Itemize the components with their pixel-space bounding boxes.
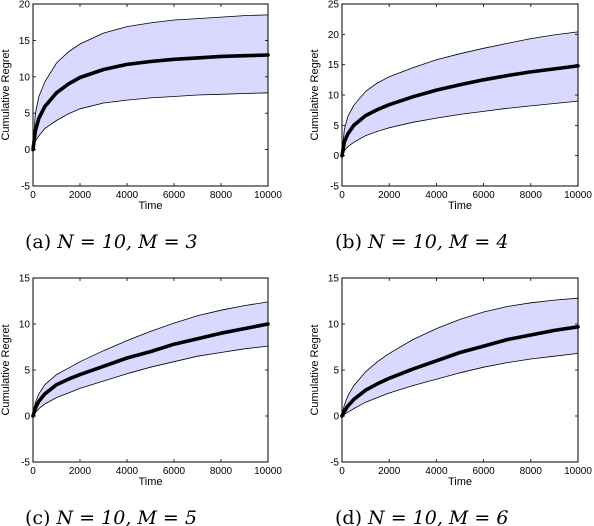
x-tick-label: 10000 xyxy=(254,190,282,201)
y-tick-label: -5 xyxy=(21,458,30,469)
x-tick-label: 0 xyxy=(339,466,345,477)
band-upper-line xyxy=(341,297,579,415)
y-axis-label: Cumulative Regret xyxy=(0,324,12,415)
y-tick-label: 15 xyxy=(328,274,340,285)
x-tick-label: 6000 xyxy=(472,190,495,201)
y-tick-label: 10 xyxy=(328,320,340,331)
x-tick-label: 4000 xyxy=(425,190,448,201)
x-tick-label: 6000 xyxy=(163,466,186,477)
caption-tag: (c) xyxy=(25,507,50,526)
band-lower-line xyxy=(32,92,269,152)
x-axis-label: Time xyxy=(138,476,162,488)
y-tick-label: 20 xyxy=(328,30,340,41)
y-tick-label: 5 xyxy=(24,366,30,377)
mean-regret-line xyxy=(340,324,580,418)
y-tick-label: -5 xyxy=(330,458,339,469)
x-tick-label: 8000 xyxy=(520,190,543,201)
x-tick-label: 0 xyxy=(339,190,345,201)
caption-tag: (b) xyxy=(335,231,362,253)
mean-regret-line xyxy=(31,53,270,152)
x-tick-label: 4000 xyxy=(425,466,448,477)
x-tick-label: 6000 xyxy=(163,190,186,201)
y-tick-label: 10 xyxy=(19,72,31,83)
caption-formula: N = 10, M = 3 xyxy=(56,231,197,253)
y-axis-label: Cumulative Regret xyxy=(309,49,321,140)
band-lower-line xyxy=(341,353,579,419)
y-tick-label: 0 xyxy=(24,145,30,156)
y-tick-label: 10 xyxy=(328,91,340,102)
y-tick-label: 0 xyxy=(24,412,30,423)
panel-caption: (d) N = 10, M = 6 xyxy=(335,507,508,526)
x-tick-label: 10000 xyxy=(254,466,282,477)
y-tick-label: 5 xyxy=(333,121,339,132)
band-lower-line xyxy=(341,100,579,158)
mean-regret-line xyxy=(340,64,580,158)
y-axis-label: Cumulative Regret xyxy=(0,49,12,140)
band-upper-line xyxy=(341,31,579,154)
y-tick-label: 5 xyxy=(333,366,339,377)
panel-caption: (b) N = 10, M = 4 xyxy=(335,231,508,253)
y-tick-label: 15 xyxy=(328,60,340,71)
chart-panel-a: 0 2000 4000 6000 8000 10000-505101520TimeCumu… xyxy=(0,0,282,253)
x-tick-label: 0 xyxy=(30,190,36,201)
y-tick-label: 10 xyxy=(19,320,31,331)
y-tick-label: -5 xyxy=(21,182,30,193)
x-axis-label: Time xyxy=(448,200,472,212)
x-tick-label: 8000 xyxy=(210,190,233,201)
y-tick-label: 20 xyxy=(19,0,31,11)
chart-panel-b: 0 2000 4000 6000 8000 10000-50510152025TimeCu… xyxy=(309,0,592,253)
band-upper-line xyxy=(32,301,269,415)
axes-frame xyxy=(32,3,269,187)
confidence-band xyxy=(33,14,268,152)
band-upper-line xyxy=(32,14,269,148)
x-tick-label: 0 xyxy=(30,466,36,477)
x-tick-label: 2000 xyxy=(69,466,92,477)
confidence-band xyxy=(342,31,578,158)
x-tick-label: 8000 xyxy=(520,466,543,477)
caption-formula: N = 10, M = 4 xyxy=(367,231,508,253)
y-tick-label: 0 xyxy=(333,412,339,423)
y-tick-label: -5 xyxy=(330,182,339,193)
x-tick-label: 2000 xyxy=(378,190,401,201)
chart-panel-d: 0 2000 4000 6000 8000 10000-5051015TimeCumula… xyxy=(309,274,592,526)
panel-caption: (a) N = 10, M = 3 xyxy=(25,231,198,253)
mean-regret-line xyxy=(31,322,270,418)
panel-caption: (c) N = 10, M = 5 xyxy=(25,507,197,526)
y-tick-label: 15 xyxy=(19,36,31,47)
x-axis-label: Time xyxy=(448,476,472,488)
y-tick-label: 25 xyxy=(328,0,340,11)
chart-panel-c: 0 2000 4000 6000 8000 10000-5051015TimeCumula… xyxy=(0,274,282,526)
y-tick-label: 15 xyxy=(19,274,31,285)
x-tick-label: 8000 xyxy=(210,466,233,477)
x-tick-label: 6000 xyxy=(472,466,495,477)
caption-formula: N = 10, M = 5 xyxy=(56,507,197,526)
caption-tag: (a) xyxy=(25,231,51,253)
y-axis-label: Cumulative Regret xyxy=(309,324,321,415)
caption-formula: N = 10, M = 6 xyxy=(367,507,508,526)
x-tick-label: 4000 xyxy=(116,190,139,201)
y-tick-label: 5 xyxy=(24,109,30,120)
x-axis-label: Time xyxy=(138,200,162,212)
confidence-band xyxy=(33,301,268,418)
x-tick-label: 10000 xyxy=(564,190,592,201)
band-lower-line xyxy=(32,345,269,418)
x-tick-label: 4000 xyxy=(116,466,139,477)
confidence-band xyxy=(342,298,578,418)
x-tick-label: 2000 xyxy=(69,190,92,201)
x-tick-label: 10000 xyxy=(564,466,592,477)
y-tick-label: 0 xyxy=(333,151,339,162)
x-tick-label: 2000 xyxy=(378,466,401,477)
caption-tag: (d) xyxy=(335,507,362,526)
